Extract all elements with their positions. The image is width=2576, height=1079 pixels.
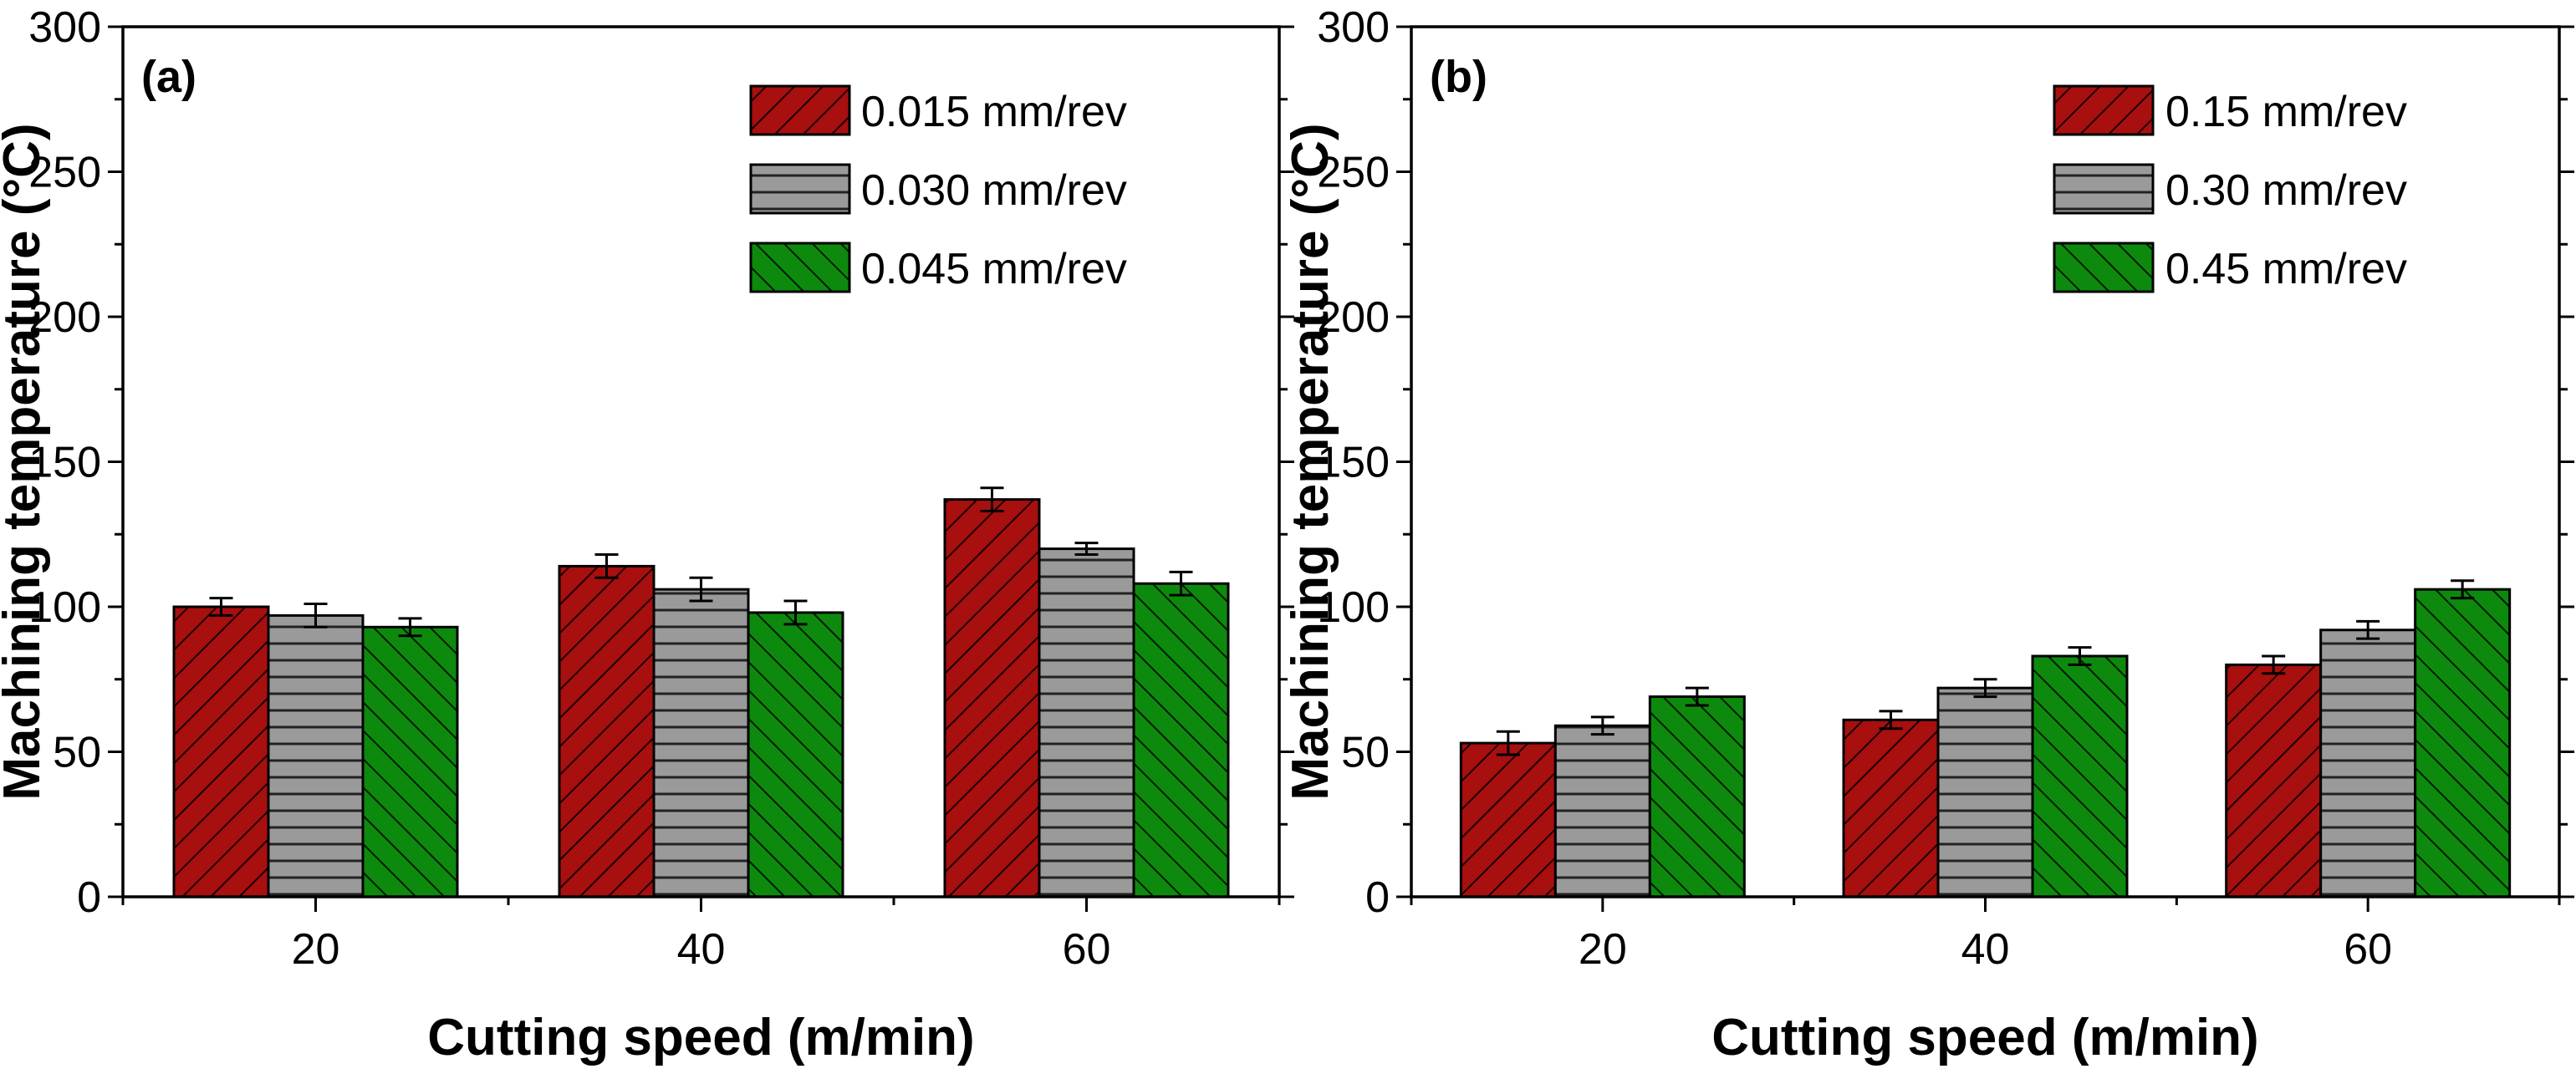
- x-tick-label: 20: [1579, 925, 1627, 974]
- y-tick-label: 250: [28, 149, 101, 197]
- y-axis-title: Machining temperature (°C): [0, 123, 51, 800]
- y-tick-label: 0: [77, 873, 101, 922]
- legend-label: 0.030 mm/rev: [861, 166, 1127, 215]
- x-axis-title: Cutting speed (m/min): [427, 1009, 974, 1066]
- bar: [652, 588, 750, 898]
- legend-label: 0.15 mm/rev: [2165, 88, 2407, 136]
- x-axis-title: Cutting speed (m/min): [1711, 1009, 2258, 1066]
- legend-label: 0.045 mm/rev: [861, 245, 1127, 293]
- panel-b: 0 50 100 150 200 250 300 20 40 60 (b) 0.15 mm/rev 0.…: [1282, 3, 2574, 1066]
- legend-label: 0.45 mm/rev: [2165, 245, 2407, 293]
- plot-frame: [121, 25, 1281, 898]
- bar: [2319, 629, 2417, 898]
- y-tick-label: 200: [1317, 293, 1390, 342]
- x-tick-label: 60: [1063, 925, 1111, 974]
- bar: [1459, 741, 1557, 898]
- y-tick-label: 0: [1365, 873, 1390, 922]
- bar: [2414, 588, 2512, 898]
- bar: [1648, 695, 1746, 898]
- bar: [558, 564, 655, 898]
- bar: [267, 613, 365, 898]
- legend-swatch: [2053, 242, 2155, 293]
- bar: [1842, 718, 1940, 898]
- bar: [1038, 547, 1135, 898]
- x-tick-label: 40: [1961, 925, 2010, 974]
- y-tick-label: 100: [28, 583, 101, 632]
- panel-label: (a): [141, 52, 196, 102]
- x-tick-label: 20: [292, 925, 340, 974]
- panel-a: 0 50 100 150 200 250 300 20 40 60 (a) 0.015 mm/rev 0…: [0, 3, 1294, 1066]
- legend-label: 0.30 mm/rev: [2165, 166, 2407, 215]
- legend-swatch: [749, 84, 851, 136]
- bar: [361, 625, 459, 898]
- bar: [172, 605, 270, 898]
- legend-swatch: [2053, 84, 2155, 136]
- y-tick-label: 150: [1317, 439, 1390, 487]
- bar: [1936, 686, 2034, 898]
- legend-swatch: [749, 163, 851, 215]
- x-tick-label: 40: [677, 925, 726, 974]
- y-tick-label: 300: [1317, 3, 1390, 52]
- y-tick-label: 150: [28, 439, 101, 487]
- y-tick-label: 300: [28, 3, 101, 52]
- legend-label: 0.015 mm/rev: [861, 88, 1127, 136]
- bar: [2225, 663, 2323, 898]
- legend-swatch: [749, 242, 851, 293]
- bar: [747, 611, 844, 898]
- panel-label: (b): [1430, 52, 1487, 102]
- bar: [1132, 582, 1230, 898]
- y-tick-label: 200: [28, 293, 101, 342]
- bar: [943, 498, 1041, 898]
- legend-swatch: [2053, 163, 2155, 215]
- y-tick-label: 100: [1317, 583, 1390, 632]
- bar: [1553, 724, 1651, 898]
- plot-frame: [1410, 25, 2561, 898]
- bar: [2031, 654, 2129, 898]
- y-axis-title: Machining temperature (°C): [1282, 123, 1339, 800]
- x-tick-label: 60: [2344, 925, 2392, 974]
- y-tick-label: 250: [1317, 149, 1390, 197]
- y-tick-label: 50: [53, 729, 101, 777]
- y-tick-label: 50: [1341, 729, 1390, 777]
